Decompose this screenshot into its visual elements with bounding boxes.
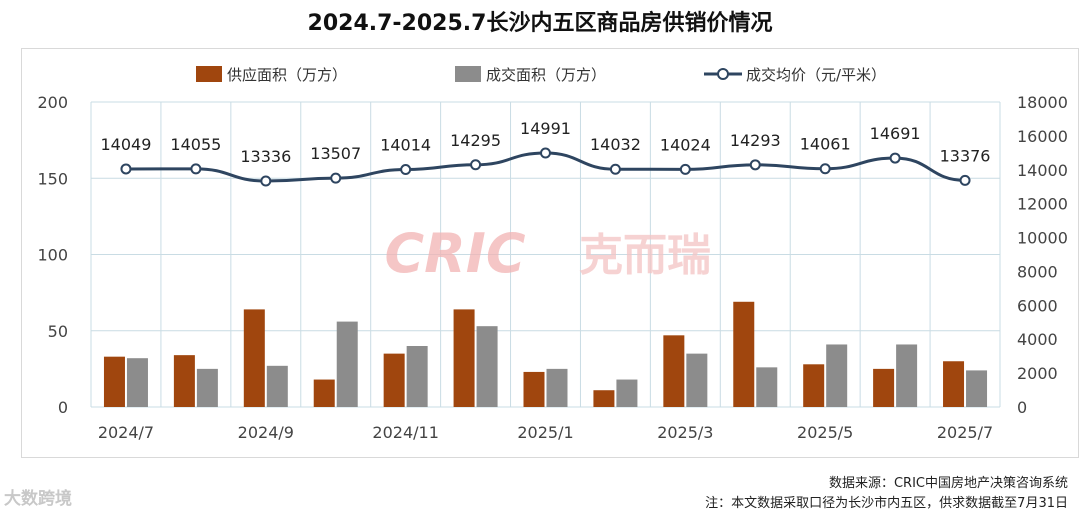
price-data-label: 14049 [101,135,152,154]
price-data-label: 14032 [590,135,641,154]
deal-bar [546,368,568,407]
legend-price-label: 成交均价（元/平米） [746,66,886,84]
supply-bar [593,390,615,407]
y-right-tick-label: 2000 [1017,364,1058,383]
x-tick-label: 2024/9 [238,423,294,442]
chart-title: 2024.7-2025.7长沙内五区商品房供销价情况 [307,11,773,36]
x-tick-label: 2024/11 [372,423,438,442]
y-right-tick-label: 4000 [1017,330,1058,349]
price-point [470,159,482,171]
supply-bar [103,356,125,407]
legend-price-marker [717,68,729,80]
gridlines [90,101,1001,408]
x-tick-label: 2025/7 [937,423,993,442]
price-data-label: 14014 [380,136,431,155]
price-point [400,164,412,176]
bars [103,301,988,407]
deal-bar [406,346,428,407]
price-data-label: 14293 [730,131,781,150]
watermark-brand-text: 克而瑞 [579,230,711,281]
y-right-tick-label: 6000 [1017,296,1058,315]
price-point [120,163,132,175]
supply-bar [313,379,335,407]
legend-deal-swatch [455,66,481,82]
price-point [260,175,272,187]
price-point [749,159,761,171]
supply-bar [173,355,195,407]
price-point [330,172,342,184]
y-left-tick-label: 200 [37,93,68,112]
footer-source: 数据来源：CRIC中国房地产决策咨询系统 [828,476,1068,491]
x-tick-label: 2024/7 [98,423,154,442]
deal-bar [476,326,498,407]
y-left-tick-label: 150 [37,169,68,188]
axes: 0501001502000200040006000800010000120001… [37,93,1067,442]
price-point [889,152,901,164]
y-right-tick-label: 18000 [1017,93,1068,112]
deal-bar [966,370,988,407]
y-left-tick-label: 50 [48,322,68,341]
price-data-label: 14061 [800,135,851,154]
deal-bar [126,358,148,407]
deal-bar [196,368,218,407]
deal-bar [266,365,288,407]
price-data-label: 14055 [170,135,221,154]
supply-bar [733,301,755,407]
footer-note: 注：本文数据采取口径为长沙市内五区，供求数据截至7月31日 [705,496,1068,511]
legend-supply-swatch [196,66,222,82]
deal-bar [756,367,778,407]
price-data-label: 13507 [310,144,361,163]
supply-bar [943,361,965,407]
price-point [959,174,971,186]
price-point [190,163,202,175]
deal-bar [336,321,358,407]
price-point [679,163,691,175]
watermark: CRIC 克而瑞 [385,222,711,285]
price-data-label: 14024 [660,135,711,154]
y-right-tick-label: 8000 [1017,262,1058,281]
price-data-label: 14295 [450,131,501,150]
y-left-tick-label: 100 [37,246,68,265]
supply-bar [803,364,825,407]
deal-bar [616,379,638,407]
supply-bar [383,353,405,407]
supply-bar [873,368,895,407]
price-point [540,147,551,159]
x-tick-label: 2025/5 [797,423,853,442]
price-data-label: 14691 [870,124,921,143]
y-right-tick-label: 16000 [1017,127,1068,146]
price-data-label: 14991 [520,119,571,138]
y-right-tick-label: 0 [1017,398,1027,417]
legend: 供应面积（万方） 成交面积（万方） 成交均价（元/平米） [196,66,886,84]
y-right-tick-label: 12000 [1017,195,1068,214]
supply-bar [663,335,685,407]
deal-bar [686,353,708,407]
supply-bar [523,371,545,407]
watermark-cric-logo: CRIC [385,222,526,285]
deal-bar [896,344,918,407]
y-right-tick-label: 10000 [1017,229,1068,248]
chart-frame [21,48,1079,458]
supply-bar [453,309,475,407]
legend-deal-label: 成交面积（万方） [486,66,606,84]
price-data-label: 13376 [940,146,991,165]
legend-supply-label: 供应面积（万方） [227,66,347,84]
deal-bar [826,344,848,407]
price-point [609,163,621,175]
supply-bar [243,309,265,407]
price-line: 14049 14055 13336 13507 14014 14295 14991 14032… [101,119,991,187]
price-data-label: 13336 [240,147,291,166]
price-point [819,163,831,175]
y-left-tick-label: 0 [58,398,68,417]
y-right-tick-label: 14000 [1017,161,1068,180]
footer-brand-watermark: 大数跨境 [4,489,72,509]
x-tick-label: 2025/1 [517,423,573,442]
x-tick-label: 2025/3 [657,423,713,442]
